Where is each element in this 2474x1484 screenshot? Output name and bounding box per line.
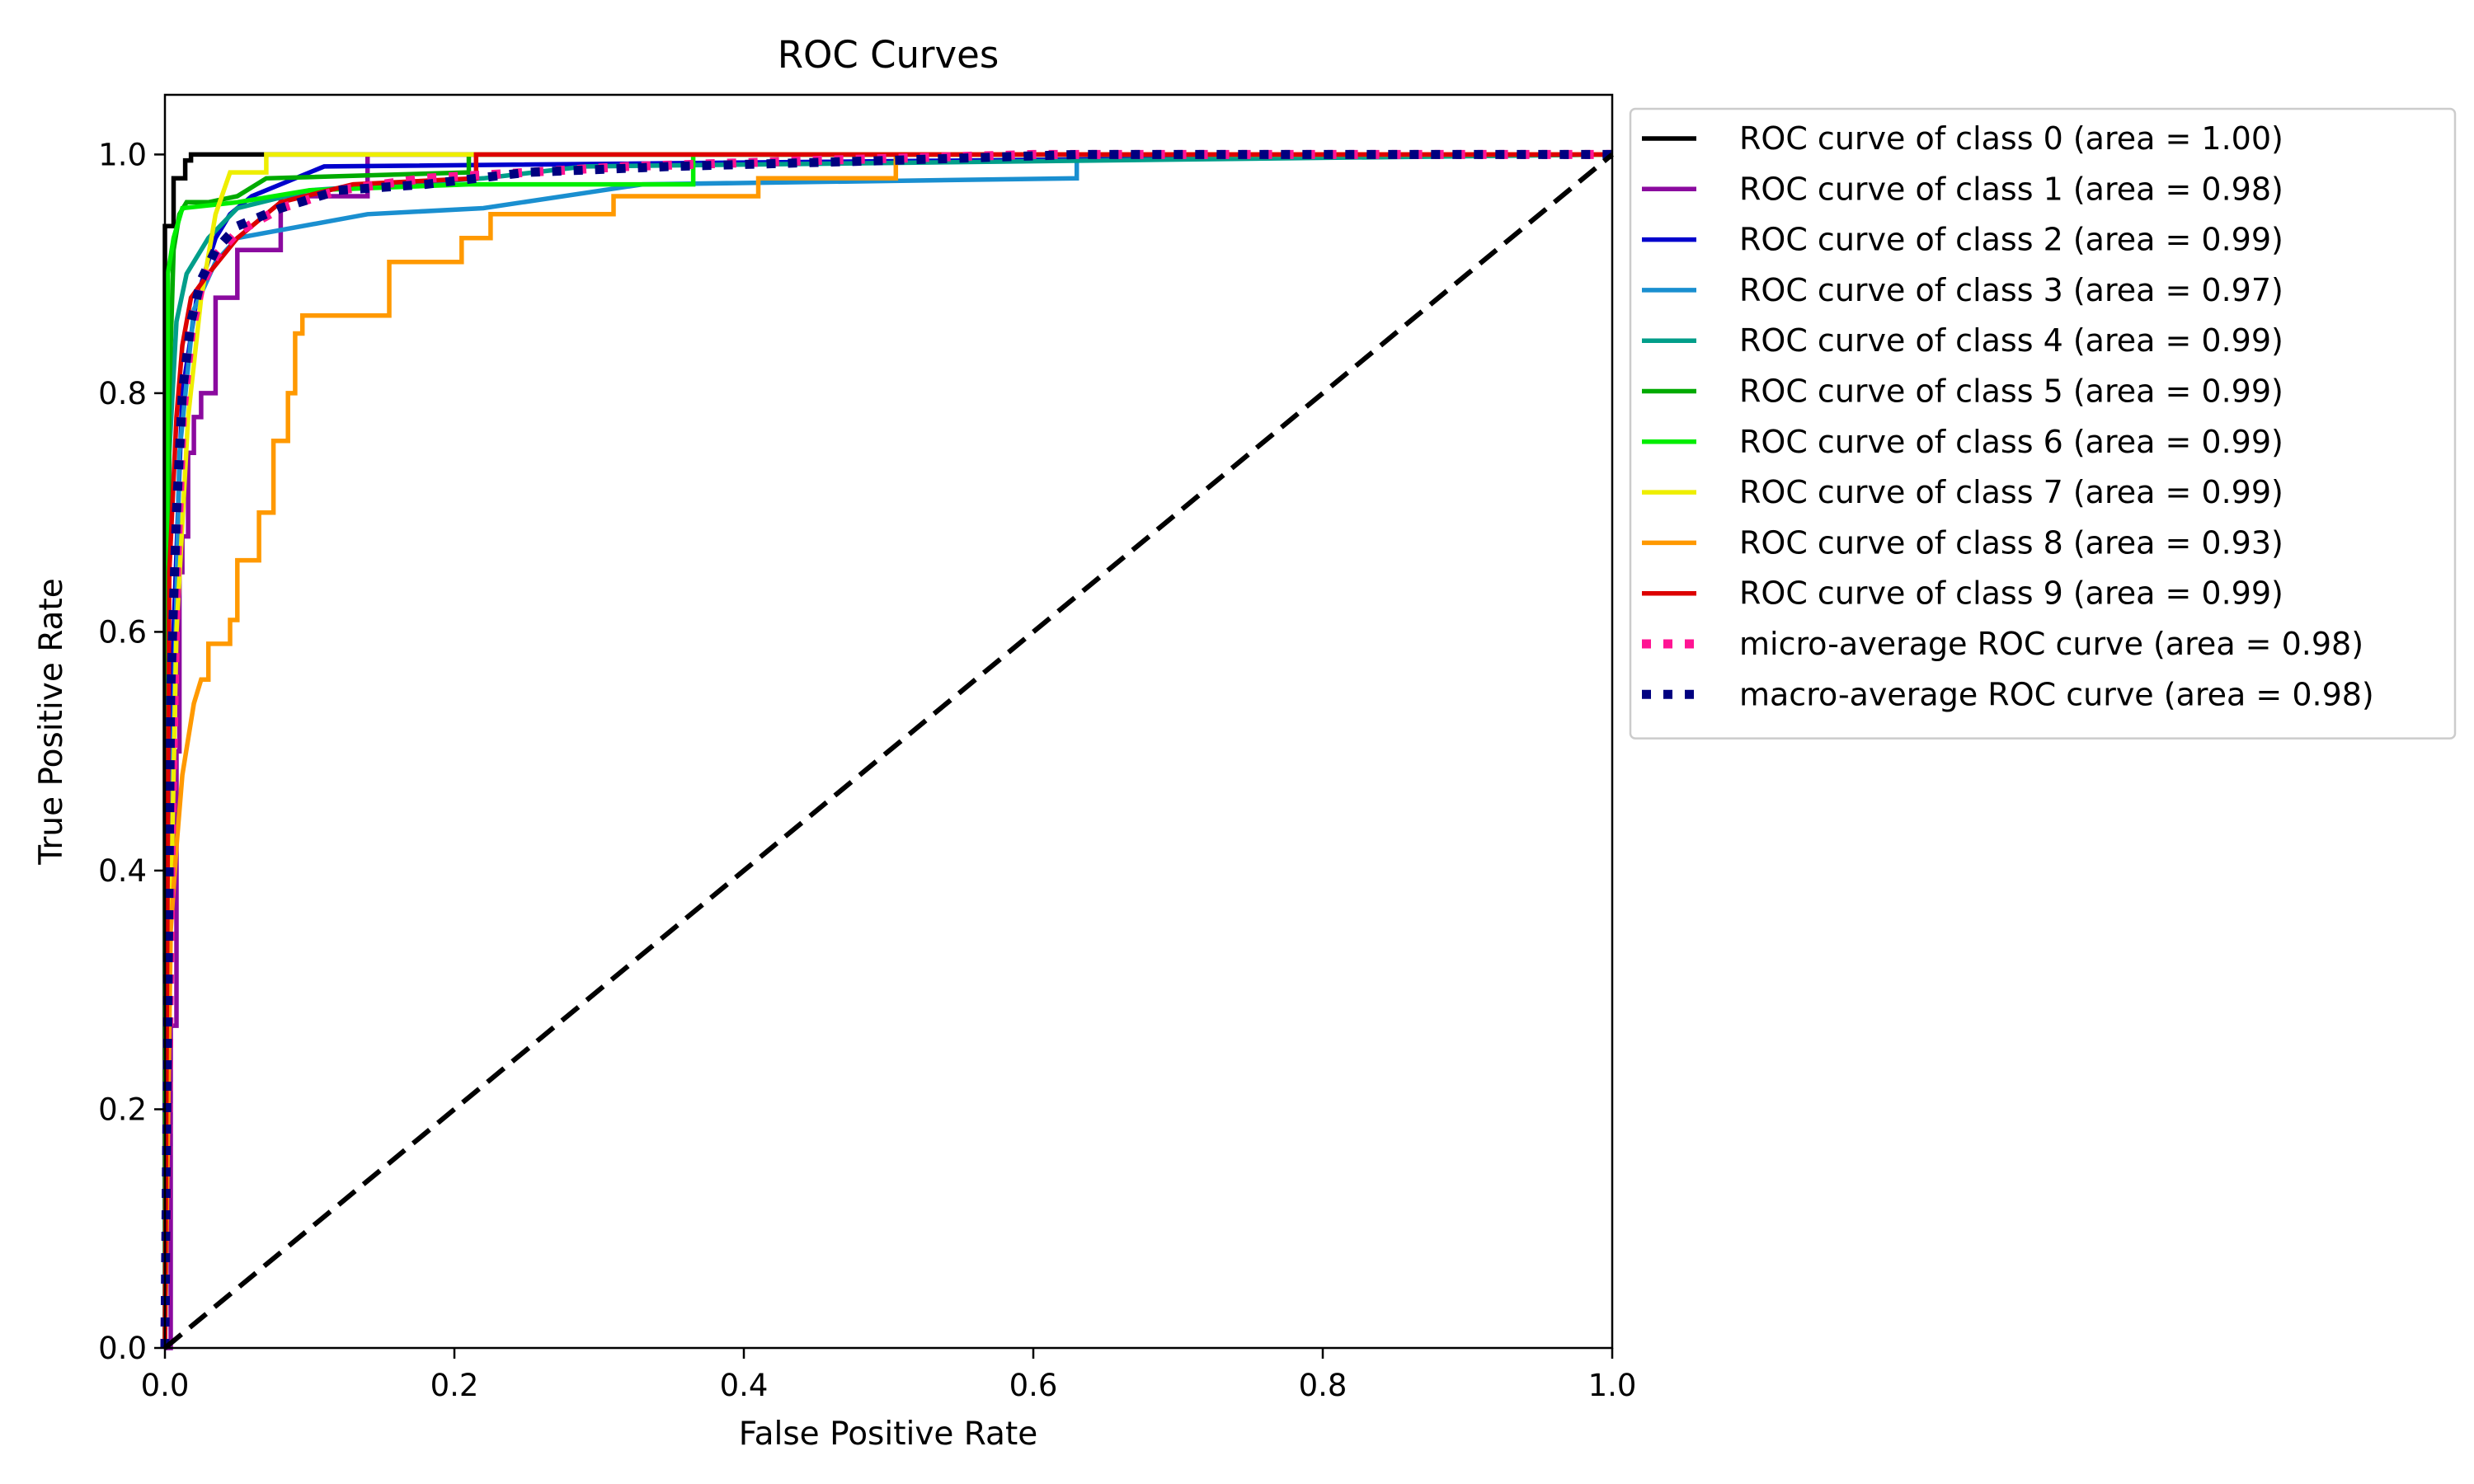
legend-label: ROC curve of class 1 (area = 0.98)	[1739, 171, 2284, 207]
y-tick-label: 0.4	[98, 853, 147, 889]
legend-label: macro-average ROC curve (area = 0.98)	[1739, 676, 2374, 712]
legend-label: micro-average ROC curve (area = 0.98)	[1739, 626, 2363, 662]
legend-label: ROC curve of class 9 (area = 0.99)	[1739, 575, 2284, 612]
series-line-0	[162, 152, 1612, 1348]
x-tick-label: 0.2	[430, 1368, 479, 1403]
y-axis: 0.0 0.2 0.4 0.6 0.8 1.0	[98, 137, 165, 1366]
series-line-11	[160, 149, 1612, 1349]
chart-title: ROC Curves	[778, 33, 999, 77]
legend-label: ROC curve of class 8 (area = 0.93)	[1739, 524, 2284, 561]
x-tick-label: 1.0	[1588, 1368, 1637, 1403]
x-tick-label: 0.4	[720, 1368, 769, 1403]
series-line-7	[162, 152, 1612, 1349]
y-tick-label: 0.8	[98, 376, 147, 411]
plot-frame	[163, 93, 1614, 1350]
legend-label: ROC curve of class 3 (area = 0.97)	[1739, 272, 2284, 308]
y-tick-label: 0.2	[98, 1092, 147, 1127]
y-tick-label: 0.0	[98, 1331, 147, 1366]
series-line-3	[162, 152, 1612, 1349]
x-tick-label: 0.6	[1009, 1368, 1058, 1403]
chance-diagonal-line	[163, 153, 1614, 1350]
series-line-6	[162, 152, 1612, 1349]
curves	[160, 149, 1614, 1350]
series-line-8	[162, 152, 1612, 1349]
x-tick-label: 0.0	[141, 1368, 190, 1403]
legend-box	[1629, 107, 2457, 740]
series-line-5	[162, 152, 1612, 1349]
legend-label: ROC curve of class 7 (area = 0.99)	[1739, 474, 2284, 510]
legend-label: ROC curve of class 6 (area = 0.99)	[1739, 424, 2284, 460]
legend: ROC curve of class 0 (area = 1.00) ROC cu…	[1629, 107, 2457, 740]
legend-label: ROC curve of class 4 (area = 0.99)	[1739, 322, 2284, 359]
y-tick-label: 0.6	[98, 614, 147, 650]
x-tick-label: 0.8	[1299, 1368, 1348, 1403]
y-tick-label: 1.0	[98, 137, 147, 172]
legend-label: ROC curve of class 5 (area = 0.99)	[1739, 373, 2284, 410]
legend-label: ROC curve of class 0 (area = 1.00)	[1739, 120, 2284, 157]
legend-label: ROC curve of class 2 (area = 0.99)	[1739, 222, 2284, 258]
y-axis-label: True Positive Rate	[33, 578, 70, 865]
x-axis: 0.0 0.2 0.4 0.6 0.8 1.0	[141, 1348, 1637, 1403]
series-line-1	[165, 152, 1612, 1350]
x-axis-label: False Positive Rate	[739, 1416, 1037, 1453]
